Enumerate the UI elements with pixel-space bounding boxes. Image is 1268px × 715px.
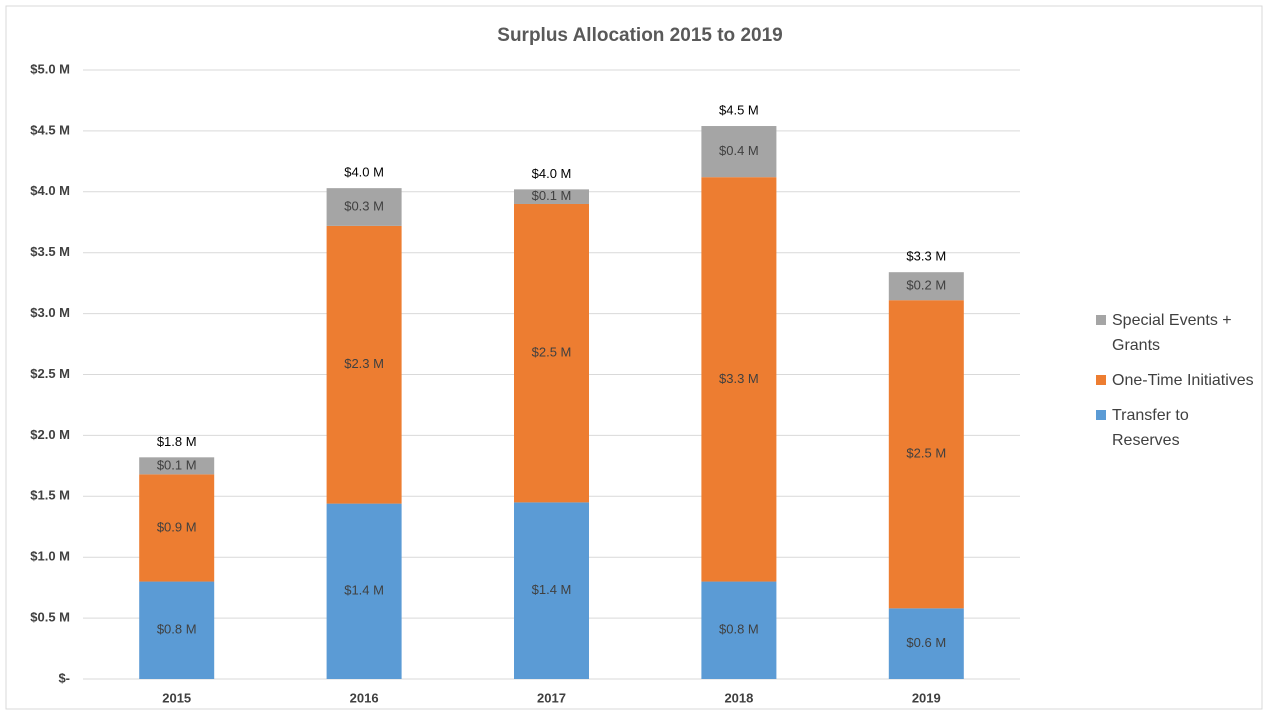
legend-item: Transfer to Reserves xyxy=(1096,403,1256,453)
legend-label: One-Time Initiatives xyxy=(1112,372,1254,389)
data-label: $1.4 M xyxy=(344,583,384,598)
data-label: $3.3 M xyxy=(719,371,759,386)
x-tick-label: 2015 xyxy=(162,690,191,705)
bar-segment xyxy=(326,225,402,504)
total-label: $1.8 M xyxy=(157,434,197,449)
data-label: $2.5 M xyxy=(906,446,946,461)
y-tick-label: $2.5 M xyxy=(30,366,70,381)
legend-label: Special Events + Grants xyxy=(1112,312,1232,354)
bar-segment xyxy=(514,189,589,204)
data-label: $0.9 M xyxy=(157,519,197,534)
legend-item: One-Time Initiatives xyxy=(1096,368,1256,393)
bar-segment xyxy=(326,503,402,679)
bar-segment xyxy=(514,203,589,503)
data-label: $0.1 M xyxy=(157,457,197,472)
y-tick-label: $1.5 M xyxy=(30,488,70,503)
bar-segment xyxy=(701,177,777,582)
y-tick-label: $1.0 M xyxy=(30,549,70,564)
data-label: $2.5 M xyxy=(532,345,572,360)
y-tick-label: $- xyxy=(58,670,70,685)
bar-segment xyxy=(888,300,964,609)
data-label: $0.4 M xyxy=(719,143,759,158)
y-tick-label: $4.5 M xyxy=(30,122,70,137)
legend-swatch xyxy=(1096,315,1106,325)
x-tick-label: 2017 xyxy=(537,690,566,705)
y-tick-label: $4.0 M xyxy=(30,183,70,198)
total-label: $4.0 M xyxy=(532,166,572,181)
data-label: $0.3 M xyxy=(344,198,384,213)
data-label: $2.3 M xyxy=(344,356,384,371)
data-label: $0.1 M xyxy=(532,188,572,203)
x-tick-label: 2018 xyxy=(724,690,753,705)
total-label: $3.3 M xyxy=(906,249,946,264)
y-tick-label: $3.5 M xyxy=(30,244,70,259)
legend-swatch xyxy=(1096,410,1106,420)
legend-item: Special Events + Grants xyxy=(1096,308,1256,358)
y-tick-label: $2.0 M xyxy=(30,427,70,442)
total-label: $4.0 M xyxy=(344,165,384,180)
legend-swatch xyxy=(1096,375,1106,385)
legend: Special Events + Grants One-Time Initiati… xyxy=(1096,308,1256,463)
legend-label: Transfer to Reserves xyxy=(1112,407,1189,449)
data-label: $0.8 M xyxy=(719,622,759,637)
data-label: $1.4 M xyxy=(532,582,572,597)
total-label: $4.5 M xyxy=(719,102,759,117)
bar-segment xyxy=(139,457,215,475)
data-label: $0.8 M xyxy=(157,622,197,637)
x-tick-label: 2019 xyxy=(912,690,941,705)
bar-segment xyxy=(888,608,964,679)
bar-segment xyxy=(701,126,777,178)
data-label: $0.2 M xyxy=(906,278,946,293)
data-label: $0.6 M xyxy=(906,635,946,650)
chart-border xyxy=(5,5,1263,710)
bar-segment xyxy=(139,474,215,582)
bar-segment xyxy=(888,272,964,301)
chart-title: Surplus Allocation 2015 to 2019 xyxy=(497,25,782,46)
bar-segment xyxy=(326,188,402,226)
x-tick-label: 2016 xyxy=(350,690,379,705)
y-tick-label: $5.0 M xyxy=(30,61,70,76)
bar-segment xyxy=(701,581,777,679)
bar-segment xyxy=(514,502,589,679)
y-tick-label: $3.0 M xyxy=(30,305,70,320)
bar-segment xyxy=(139,581,215,679)
y-tick-label: $0.5 M xyxy=(30,610,70,625)
